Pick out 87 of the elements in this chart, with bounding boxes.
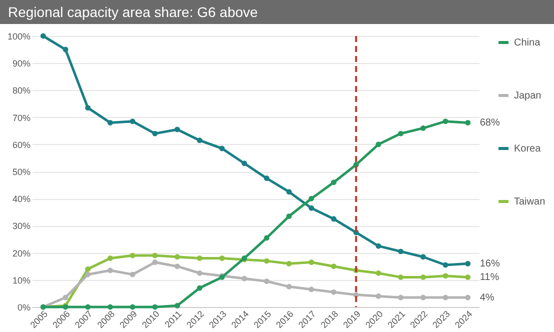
point xyxy=(330,216,336,222)
point xyxy=(85,266,91,272)
point xyxy=(62,46,68,52)
y-tick-label: 40% xyxy=(12,194,30,204)
point xyxy=(442,262,448,268)
point xyxy=(85,105,91,111)
point xyxy=(264,278,270,284)
point xyxy=(376,243,382,249)
point xyxy=(196,285,202,291)
point xyxy=(219,146,225,152)
data-label: 68% xyxy=(480,118,500,129)
point xyxy=(308,260,314,266)
point xyxy=(376,270,382,276)
point xyxy=(465,120,471,126)
point xyxy=(376,293,382,299)
point xyxy=(286,284,292,290)
y-tick-label: 60% xyxy=(12,140,30,150)
point xyxy=(152,304,158,310)
point xyxy=(286,213,292,219)
legend-label: Korea xyxy=(514,144,542,154)
point xyxy=(465,294,471,300)
legend-label: Taiwan xyxy=(514,196,546,208)
chart-title: Regional capacity area share: G6 above xyxy=(0,0,554,24)
point xyxy=(264,176,270,182)
y-tick-label: 100% xyxy=(7,32,30,42)
point xyxy=(152,260,158,266)
point xyxy=(107,255,113,261)
point xyxy=(330,264,336,270)
point xyxy=(420,254,426,260)
point xyxy=(62,294,68,300)
point xyxy=(286,260,292,266)
point xyxy=(107,120,113,126)
point xyxy=(107,268,113,274)
point xyxy=(85,304,91,310)
point xyxy=(242,276,248,282)
point xyxy=(376,142,382,148)
y-tick-label: 0% xyxy=(17,302,30,312)
point xyxy=(196,138,202,144)
point xyxy=(398,248,404,254)
point xyxy=(174,126,180,132)
data-label: 4% xyxy=(480,292,494,304)
point xyxy=(174,254,180,260)
point xyxy=(40,33,46,39)
point xyxy=(286,189,292,195)
point xyxy=(420,294,426,300)
point xyxy=(442,118,448,124)
data-label: 11% xyxy=(480,272,500,284)
point xyxy=(130,252,136,258)
point xyxy=(85,272,91,278)
y-tick-label: 20% xyxy=(12,248,30,258)
point xyxy=(130,272,136,278)
legend-label: China xyxy=(514,38,541,48)
point xyxy=(242,160,248,166)
point xyxy=(465,260,471,266)
point xyxy=(308,196,314,202)
point xyxy=(442,294,448,300)
point xyxy=(174,302,180,308)
point xyxy=(152,130,158,136)
point xyxy=(264,235,270,241)
data-label: 16% xyxy=(480,258,500,270)
point xyxy=(196,270,202,276)
y-tick-label: 30% xyxy=(12,221,30,232)
point xyxy=(330,180,336,186)
y-tick-label: 80% xyxy=(12,86,30,96)
point xyxy=(398,274,404,280)
point xyxy=(420,125,426,131)
point xyxy=(174,264,180,270)
point xyxy=(130,304,136,310)
point xyxy=(196,255,202,261)
point xyxy=(219,255,225,261)
y-tick-label: 50% xyxy=(12,167,30,177)
y-tick-label: 70% xyxy=(12,112,30,123)
point xyxy=(107,304,113,310)
y-tick-label: 90% xyxy=(12,58,30,69)
point xyxy=(130,118,136,124)
point xyxy=(398,294,404,300)
y-tick-label: 10% xyxy=(12,275,30,286)
point xyxy=(308,205,314,211)
point xyxy=(330,289,336,295)
legend-label: Japan xyxy=(514,90,542,102)
point xyxy=(398,130,404,136)
point xyxy=(420,274,426,280)
point xyxy=(442,273,448,279)
point xyxy=(264,258,270,264)
point xyxy=(465,274,471,280)
point xyxy=(152,252,158,258)
point xyxy=(308,286,314,292)
